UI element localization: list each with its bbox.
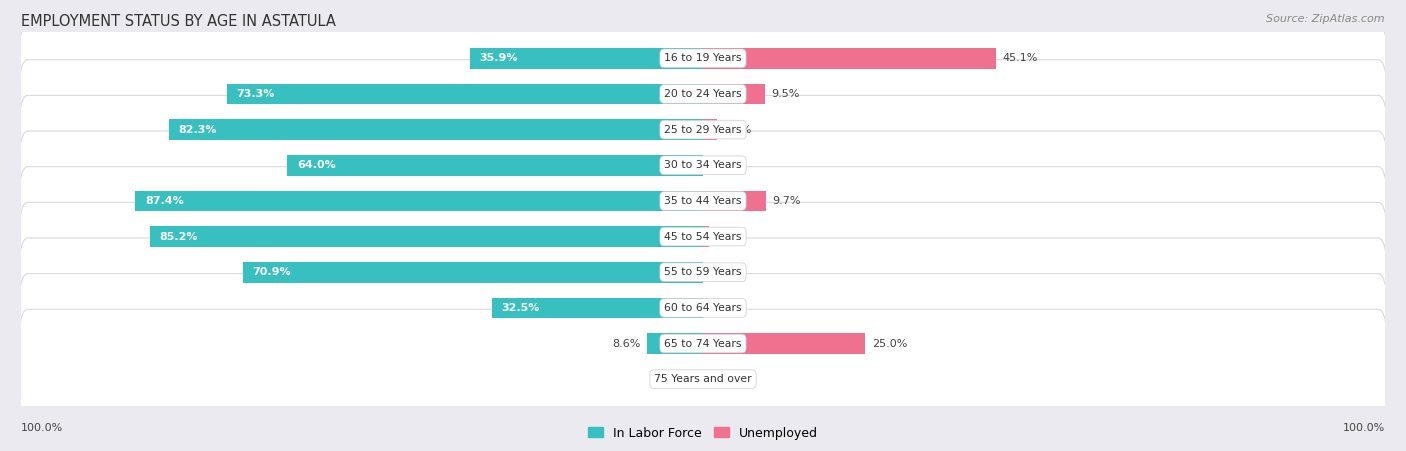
- Text: 9.7%: 9.7%: [772, 196, 801, 206]
- Text: 45 to 54 Years: 45 to 54 Years: [664, 231, 742, 242]
- Text: 35 to 44 Years: 35 to 44 Years: [664, 196, 742, 206]
- Bar: [470, 48, 703, 69]
- Text: 16 to 19 Years: 16 to 19 Years: [664, 53, 742, 63]
- Text: EMPLOYMENT STATUS BY AGE IN ASTATULA: EMPLOYMENT STATUS BY AGE IN ASTATULA: [21, 14, 336, 28]
- Bar: [135, 191, 703, 211]
- Text: 2.1%: 2.1%: [723, 124, 752, 134]
- Text: 32.5%: 32.5%: [502, 303, 540, 313]
- Text: 85.2%: 85.2%: [159, 231, 198, 242]
- FancyBboxPatch shape: [18, 202, 1388, 342]
- FancyBboxPatch shape: [18, 0, 1388, 128]
- FancyBboxPatch shape: [18, 274, 1388, 414]
- Bar: [703, 48, 995, 69]
- Text: 100.0%: 100.0%: [1343, 423, 1385, 433]
- FancyBboxPatch shape: [18, 24, 1388, 164]
- Text: 20 to 24 Years: 20 to 24 Years: [664, 89, 742, 99]
- Text: 0.0%: 0.0%: [668, 374, 696, 384]
- Text: 75 Years and over: 75 Years and over: [654, 374, 752, 384]
- Text: 70.9%: 70.9%: [252, 267, 291, 277]
- Bar: [703, 119, 717, 140]
- Bar: [287, 155, 703, 175]
- Text: 30 to 34 Years: 30 to 34 Years: [664, 160, 742, 170]
- Bar: [492, 298, 703, 318]
- Bar: [647, 333, 703, 354]
- Legend: In Labor Force, Unemployed: In Labor Force, Unemployed: [583, 422, 823, 445]
- Bar: [226, 83, 703, 104]
- Text: 0.0%: 0.0%: [710, 267, 738, 277]
- FancyBboxPatch shape: [18, 167, 1388, 306]
- Bar: [703, 83, 765, 104]
- FancyBboxPatch shape: [18, 60, 1388, 199]
- Bar: [169, 119, 703, 140]
- Text: 0.0%: 0.0%: [710, 160, 738, 170]
- Text: 60 to 64 Years: 60 to 64 Years: [664, 303, 742, 313]
- Text: 65 to 74 Years: 65 to 74 Years: [664, 339, 742, 349]
- Text: 0.0%: 0.0%: [710, 303, 738, 313]
- Text: 25.0%: 25.0%: [872, 339, 907, 349]
- Text: 87.4%: 87.4%: [145, 196, 184, 206]
- FancyBboxPatch shape: [18, 95, 1388, 235]
- Text: 82.3%: 82.3%: [179, 124, 217, 134]
- Text: 8.6%: 8.6%: [612, 339, 641, 349]
- Text: 0.0%: 0.0%: [710, 374, 738, 384]
- FancyBboxPatch shape: [18, 131, 1388, 271]
- Text: Source: ZipAtlas.com: Source: ZipAtlas.com: [1267, 14, 1385, 23]
- Bar: [703, 226, 709, 247]
- Text: 64.0%: 64.0%: [297, 160, 336, 170]
- Text: 100.0%: 100.0%: [21, 423, 63, 433]
- FancyBboxPatch shape: [18, 309, 1388, 449]
- Text: 25 to 29 Years: 25 to 29 Years: [664, 124, 742, 134]
- Text: 73.3%: 73.3%: [236, 89, 276, 99]
- Bar: [703, 333, 865, 354]
- Bar: [703, 191, 766, 211]
- Text: 35.9%: 35.9%: [479, 53, 517, 63]
- FancyBboxPatch shape: [18, 238, 1388, 378]
- Bar: [149, 226, 703, 247]
- Text: 55 to 59 Years: 55 to 59 Years: [664, 267, 742, 277]
- Bar: [243, 262, 703, 282]
- Text: 9.5%: 9.5%: [772, 89, 800, 99]
- Text: 45.1%: 45.1%: [1002, 53, 1038, 63]
- Text: 0.9%: 0.9%: [716, 231, 744, 242]
